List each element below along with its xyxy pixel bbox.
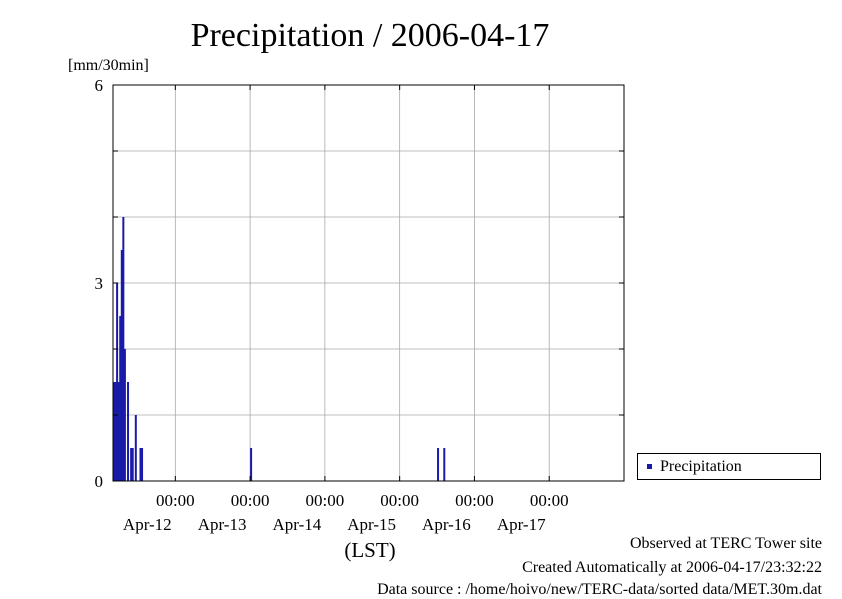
- x-tick-date-label: Apr-17: [497, 515, 546, 534]
- chart-legend: Precipitation: [637, 453, 821, 480]
- legend-swatch: [647, 464, 652, 469]
- x-tick-date-label: Apr-15: [347, 515, 396, 534]
- x-tick-time-label: 00:00: [380, 491, 419, 510]
- precipitation-bar: [114, 382, 117, 481]
- grid-lines: [113, 85, 624, 481]
- bar-series-precipitation: [113, 217, 446, 481]
- precipitation-bar: [127, 382, 130, 481]
- precipitation-bar: [141, 448, 144, 481]
- x-tick-time-label: 00:00: [530, 491, 569, 510]
- precipitation-bar: [250, 448, 253, 481]
- x-tick-time-label: 00:00: [231, 491, 270, 510]
- legend-label: Precipitation: [660, 457, 742, 475]
- x-tick-date-label: Apr-13: [198, 515, 247, 534]
- precipitation-bar: [443, 448, 446, 481]
- precipitation-bar: [119, 316, 122, 481]
- precipitation-bar: [113, 382, 115, 481]
- precipitation-bar: [116, 283, 119, 481]
- x-axis-label: (LST): [344, 538, 395, 562]
- precipitation-bar: [123, 349, 126, 481]
- precipitation-bar: [131, 448, 134, 481]
- y-tick-label: 0: [95, 472, 104, 491]
- x-tick-time-label: 00:00: [306, 491, 345, 510]
- x-tick-date-label: Apr-16: [422, 515, 471, 534]
- x-tick-time-label: 00:00: [455, 491, 494, 510]
- precipitation-bar: [437, 448, 440, 481]
- precipitation-bar: [134, 415, 137, 481]
- axis-ticks: 03600:00Apr-1200:00Apr-1300:00Apr-1400:0…: [95, 76, 624, 534]
- y-axis-label: [mm/30min]: [68, 57, 149, 74]
- data-source-note: Data source : /home/hoivo/new/TERC-data/…: [377, 581, 822, 598]
- precipitation-bar: [122, 217, 125, 481]
- chart-title: Precipitation / 2006-04-17: [191, 17, 550, 54]
- y-tick-label: 6: [95, 76, 104, 95]
- y-tick-label: 3: [95, 274, 104, 293]
- x-tick-time-label: 00:00: [156, 491, 195, 510]
- observed-note: Observed at TERC Tower site: [629, 535, 822, 552]
- precipitation-bar: [120, 250, 123, 481]
- precipitation-bar: [139, 448, 142, 481]
- x-tick-date-label: Apr-14: [272, 515, 321, 534]
- x-tick-date-label: Apr-12: [123, 515, 172, 534]
- precipitation-bar: [130, 448, 133, 481]
- created-note: Created Automatically at 2006-04-17/23:3…: [522, 559, 822, 576]
- precipitation-bar: [117, 382, 120, 481]
